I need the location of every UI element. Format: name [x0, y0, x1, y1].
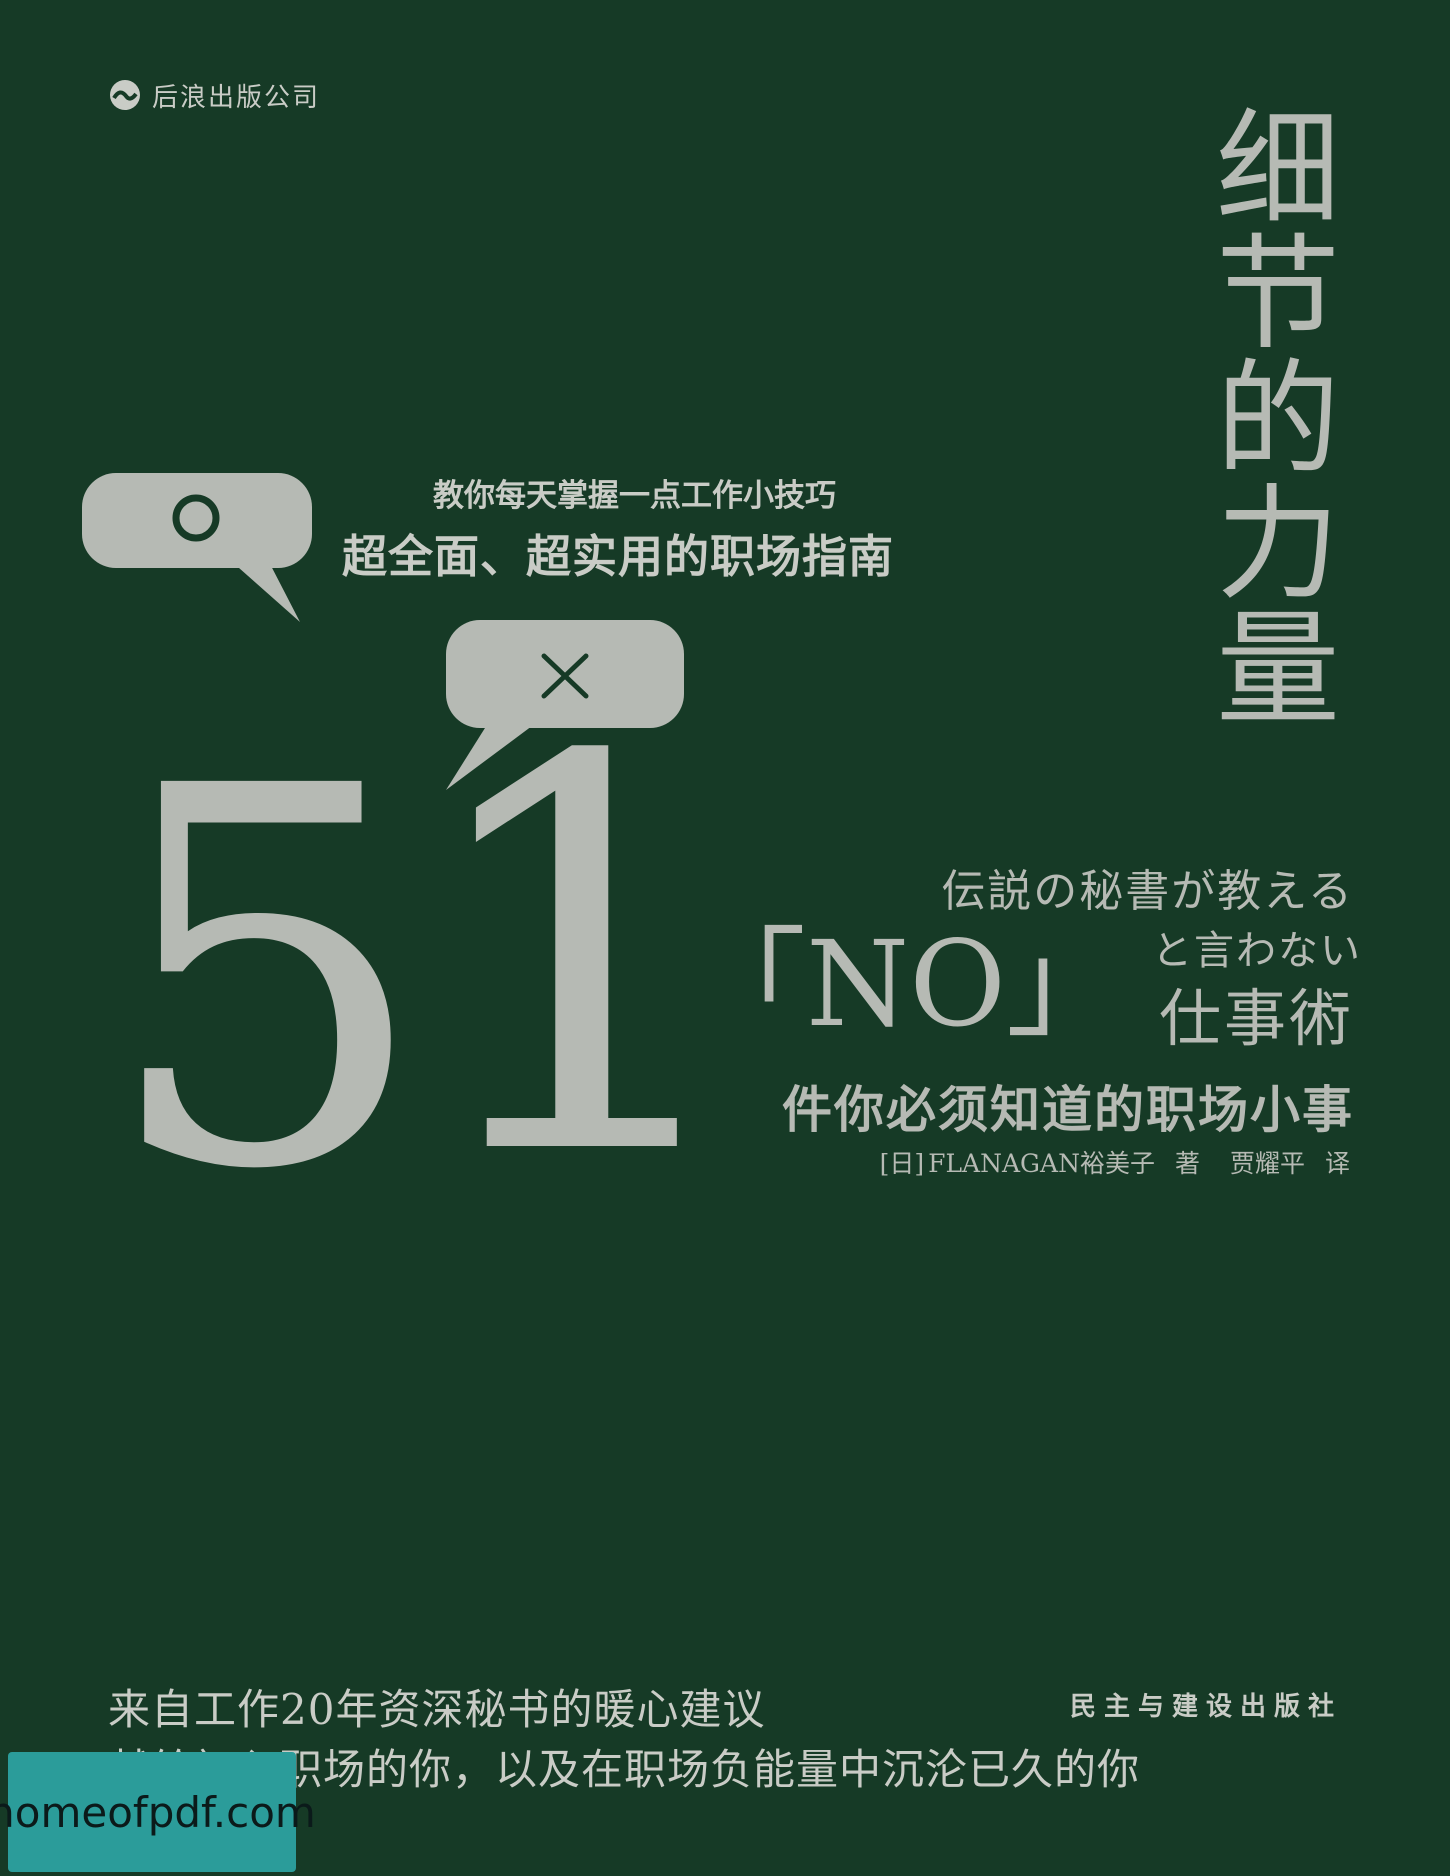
japanese-title-line1: 伝説の秘書が教える: [941, 866, 1354, 917]
credits: [日] FLANAGAN裕美子著贾耀平译: [880, 1144, 1350, 1180]
circle-bubble: [82, 473, 312, 622]
cross-bubble: [446, 620, 684, 790]
publisher-name-bottom: 民主与建设出版社: [1069, 1692, 1342, 1722]
author-name: FLANAGAN裕美子: [928, 1149, 1155, 1178]
book-title: 细节的力量: [1215, 98, 1340, 742]
circle-icon: [172, 494, 220, 542]
wave-logo-icon: [110, 80, 140, 110]
translator-role: 译: [1324, 1149, 1350, 1178]
big-number-1: 1: [410, 646, 754, 1274]
big-number-5: 5: [100, 677, 431, 1283]
tagline-2: 超全面、超实用的职场指南: [342, 530, 895, 583]
japanese-title-line2: と言わない: [1152, 928, 1362, 974]
publisher-logo-top: 后浪出版公司: [108, 78, 321, 113]
publisher-name-top: 后浪出版公司: [152, 82, 321, 113]
japanese-title-line3: 仕事術: [1158, 982, 1354, 1055]
tagline-1: 教你每天掌握一点工作小技巧: [433, 478, 836, 514]
translator-name: 贾耀平: [1229, 1149, 1305, 1178]
cross-icon: [541, 653, 589, 699]
japanese-title-no: 「NO」: [688, 915, 1124, 1053]
author-origin: [日]: [879, 1149, 925, 1178]
author-role: 著: [1174, 1149, 1200, 1178]
watermark-badge: homeofpdf.com: [0, 1752, 316, 1872]
subtitle: 件你必须知道的职场小事: [782, 1080, 1354, 1139]
bottom-text-line1: 来自工作20年资深秘书的暖心建议: [108, 1685, 766, 1734]
